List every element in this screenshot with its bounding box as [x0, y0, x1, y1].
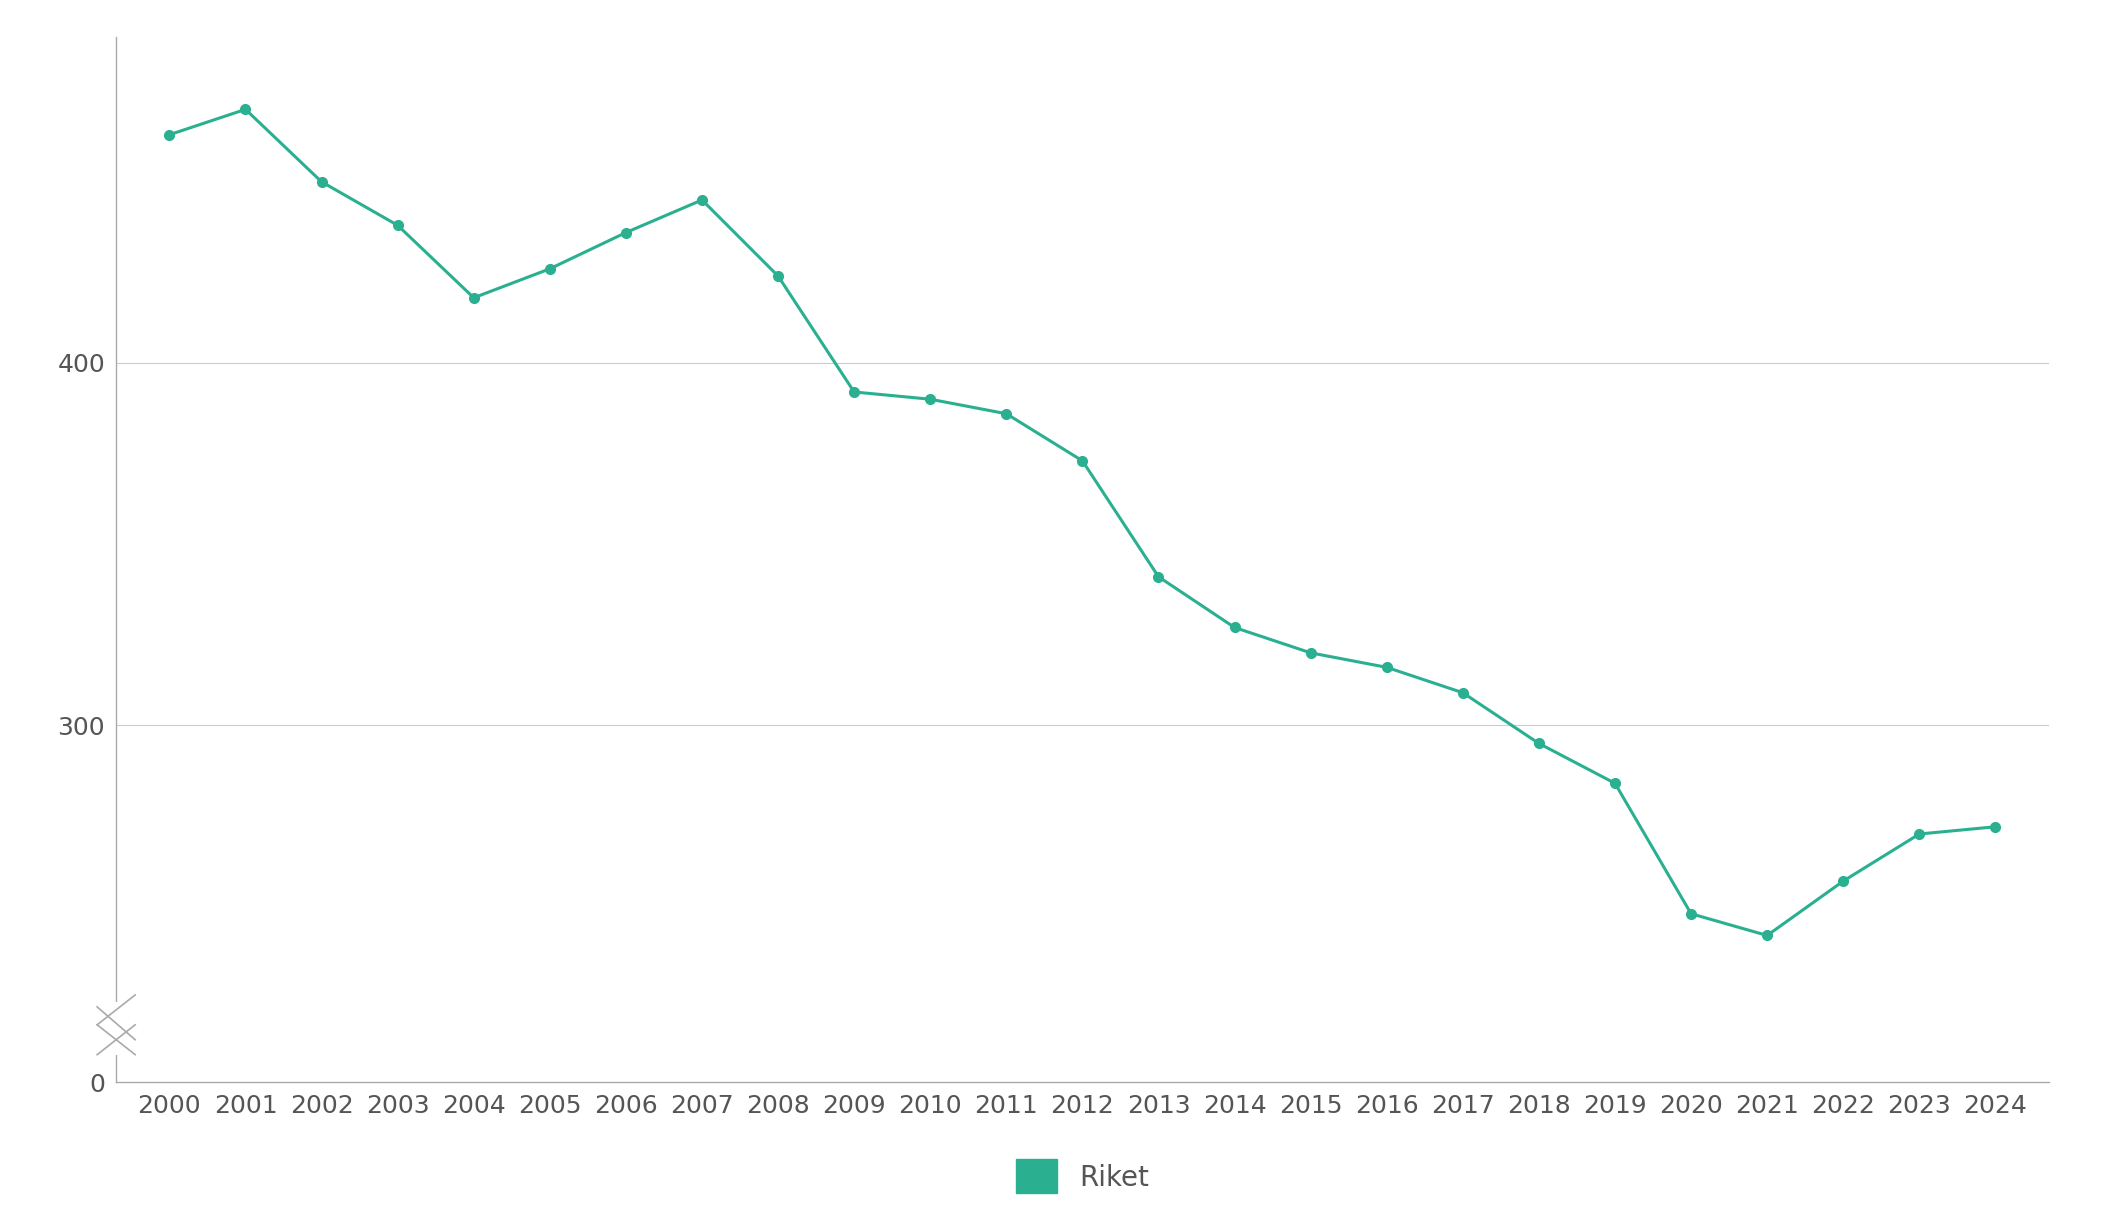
- FancyBboxPatch shape: [93, 1002, 139, 1054]
- Legend: Riket: Riket: [1005, 1149, 1159, 1204]
